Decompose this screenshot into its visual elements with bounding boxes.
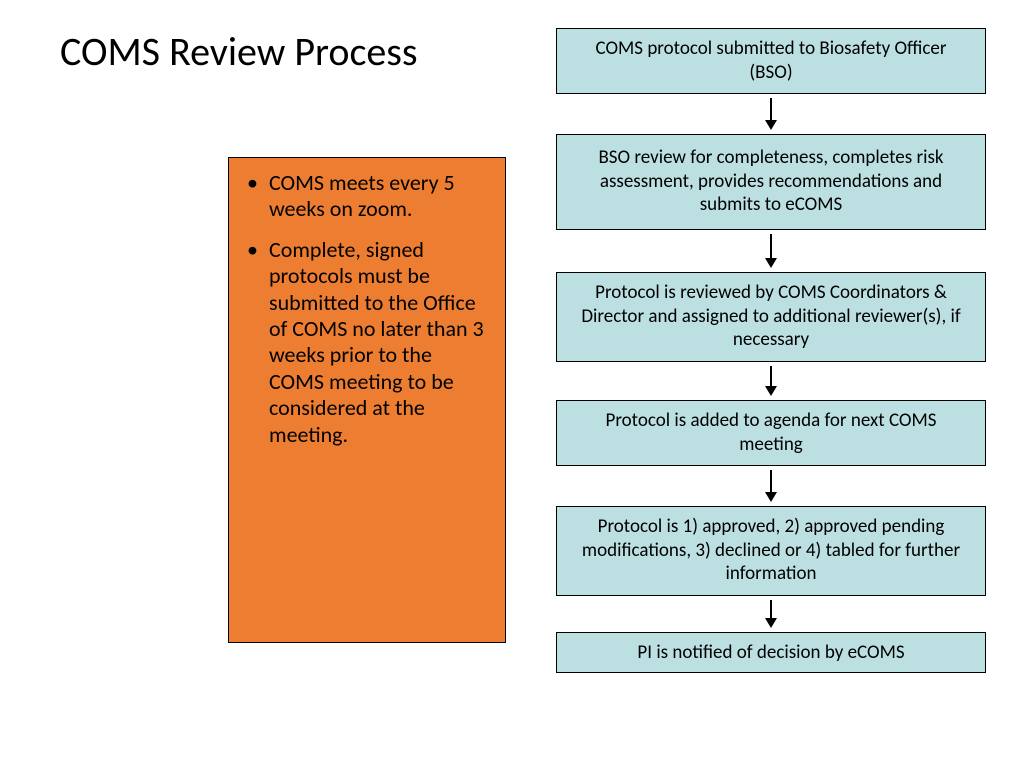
flow-step: Protocol is 1) approved, 2) approved pen… [556,506,986,596]
flow-arrow [765,600,777,628]
flow-step: Protocol is reviewed by COMS Coordinator… [556,272,986,362]
flowchart: COMS protocol submitted to Biosafety Off… [556,28,986,673]
info-box: COMS meets every 5 weeks on zoom. Comple… [228,157,506,643]
page-title: COMS Review Process [60,28,460,76]
flow-step: Protocol is added to agenda for next COM… [556,400,986,466]
flow-step: BSO review for completeness, completes r… [556,134,986,230]
flow-arrow [765,98,777,130]
flow-arrow [765,366,777,396]
flow-step: COMS protocol submitted to Biosafety Off… [556,28,986,94]
flow-arrow [765,234,777,268]
flow-arrow [765,470,777,502]
info-bullet: COMS meets every 5 weeks on zoom. [239,170,487,223]
info-bullet: Complete, signed protocols must be submi… [239,237,487,448]
flow-step: PI is notified of decision by eCOMS [556,632,986,674]
info-bullet-list: COMS meets every 5 weeks on zoom. Comple… [239,170,487,448]
